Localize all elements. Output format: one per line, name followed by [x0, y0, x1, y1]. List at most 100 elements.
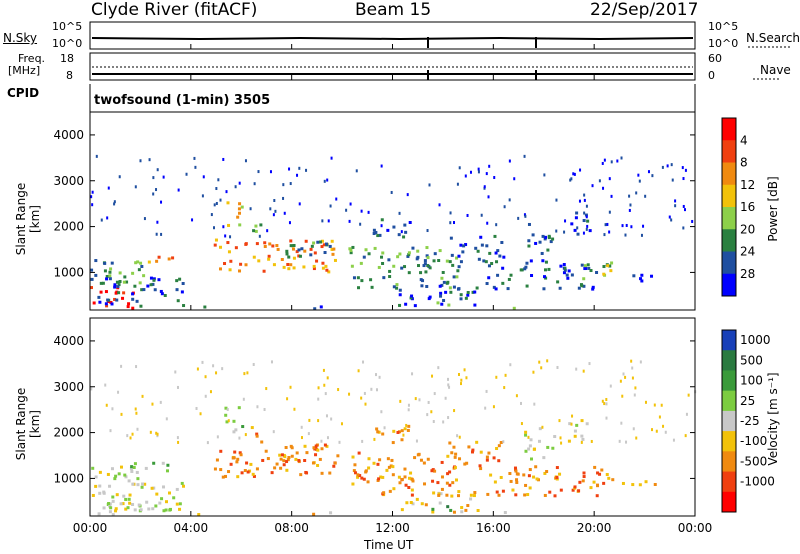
echo-cell: [417, 452, 421, 456]
echo-cell: [565, 273, 569, 277]
echo-cell: [203, 305, 207, 309]
echo-cell: [595, 270, 599, 274]
echo-cell: [162, 485, 166, 489]
velocity-y-axis: 1000 2000 3000 4000: [53, 334, 695, 485]
sparse-echo: [556, 365, 559, 369]
echo-cell: [111, 495, 115, 499]
sparse-echo: [639, 360, 642, 364]
echo-cell: [181, 282, 185, 286]
sparse-echo: [635, 436, 638, 440]
echo-cell: [527, 474, 531, 478]
echo-cell: [581, 437, 585, 441]
sparse-echo: [177, 188, 180, 192]
sparse-echo: [458, 435, 461, 439]
echo-cell: [113, 477, 117, 481]
noise-tick-top-right: 10^5: [708, 20, 739, 33]
echo-cell: [449, 508, 453, 512]
echo-cell: [457, 490, 461, 494]
echo-cell: [395, 286, 399, 290]
colorbar-tick-label: 500: [740, 353, 763, 367]
echo-cell: [406, 254, 410, 258]
echo-cell: [585, 422, 589, 426]
sparse-echo: [576, 226, 579, 230]
sparse-echo: [244, 433, 247, 437]
sparse-echo: [165, 417, 168, 421]
echo-cell: [310, 244, 314, 248]
echo-cell: [485, 282, 489, 286]
echo-cell: [127, 302, 131, 306]
echo-cell: [580, 419, 584, 423]
cpid-label: CPID: [7, 86, 40, 100]
echo-cell: [323, 443, 327, 447]
echo-cell: [316, 463, 320, 467]
echo-cell: [410, 493, 414, 497]
echo-cell: [135, 470, 139, 474]
echo-cell: [441, 270, 445, 274]
echo-cell: [456, 287, 460, 291]
sparse-echo: [670, 163, 673, 167]
echo-cell: [108, 274, 112, 278]
echo-cell: [584, 213, 588, 217]
echo-cell: [450, 253, 454, 257]
echo-cell: [575, 211, 579, 215]
sparse-echo: [253, 182, 256, 186]
sparse-echo: [469, 170, 472, 174]
echo-cell: [250, 426, 254, 430]
echo-cell: [133, 508, 137, 512]
sparse-echo: [509, 363, 512, 367]
sparse-echo: [456, 434, 459, 438]
echo-cell: [464, 243, 468, 247]
echo-cell: [466, 293, 470, 297]
echo-cell: [516, 472, 520, 476]
colorbar-tick-label: 16: [740, 200, 755, 214]
echo-cell: [214, 238, 218, 242]
echo-cell: [91, 466, 95, 470]
echo-cell: [583, 264, 587, 268]
colorbar-segment: [722, 471, 736, 493]
sparse-echo: [363, 391, 366, 395]
x-tick-label: 08:00: [274, 521, 309, 535]
echo-cell: [351, 455, 355, 459]
y-tick-label: 1000: [53, 471, 84, 485]
echo-cell: [312, 264, 316, 268]
echo-cell: [387, 465, 391, 469]
echo-cell: [400, 477, 404, 481]
echo-cell: [589, 269, 593, 273]
sparse-echo: [426, 413, 429, 417]
echo-cell: [578, 480, 582, 484]
sparse-echo: [527, 435, 530, 439]
echo-cell: [255, 432, 259, 436]
sparse-echo: [457, 372, 460, 376]
echo-cell: [292, 266, 296, 270]
echo-cell: [172, 496, 176, 500]
echo-cell: [160, 292, 164, 296]
sparse-echo: [263, 407, 266, 411]
sparse-echo: [90, 387, 93, 391]
echo-cell: [259, 223, 263, 227]
echo-cell: [152, 461, 156, 465]
echo-cell: [311, 461, 315, 465]
sparse-echo: [406, 193, 409, 197]
echo-cell: [602, 265, 606, 269]
colorbar-segment: [722, 350, 736, 371]
echo-cell: [547, 234, 551, 238]
echo-cell: [381, 432, 385, 436]
sparse-echo: [660, 403, 663, 407]
sparse-echo: [605, 397, 608, 401]
echo-cell: [160, 497, 164, 501]
echo-cell: [245, 461, 249, 465]
echo-cell: [451, 481, 455, 485]
sparse-echo: [616, 159, 619, 163]
echo-cell: [499, 475, 503, 479]
echo-cell: [234, 246, 238, 250]
sparse-echo: [118, 175, 121, 179]
sparse-echo: [323, 383, 326, 387]
echo-cell: [357, 286, 361, 290]
echo-cell: [525, 284, 529, 288]
echo-cell: [286, 262, 290, 266]
sparse-echo: [684, 434, 687, 438]
sparse-echo: [308, 418, 311, 422]
sparse-echo: [155, 431, 158, 435]
sparse-echo: [453, 409, 456, 413]
echo-cell: [436, 301, 440, 305]
